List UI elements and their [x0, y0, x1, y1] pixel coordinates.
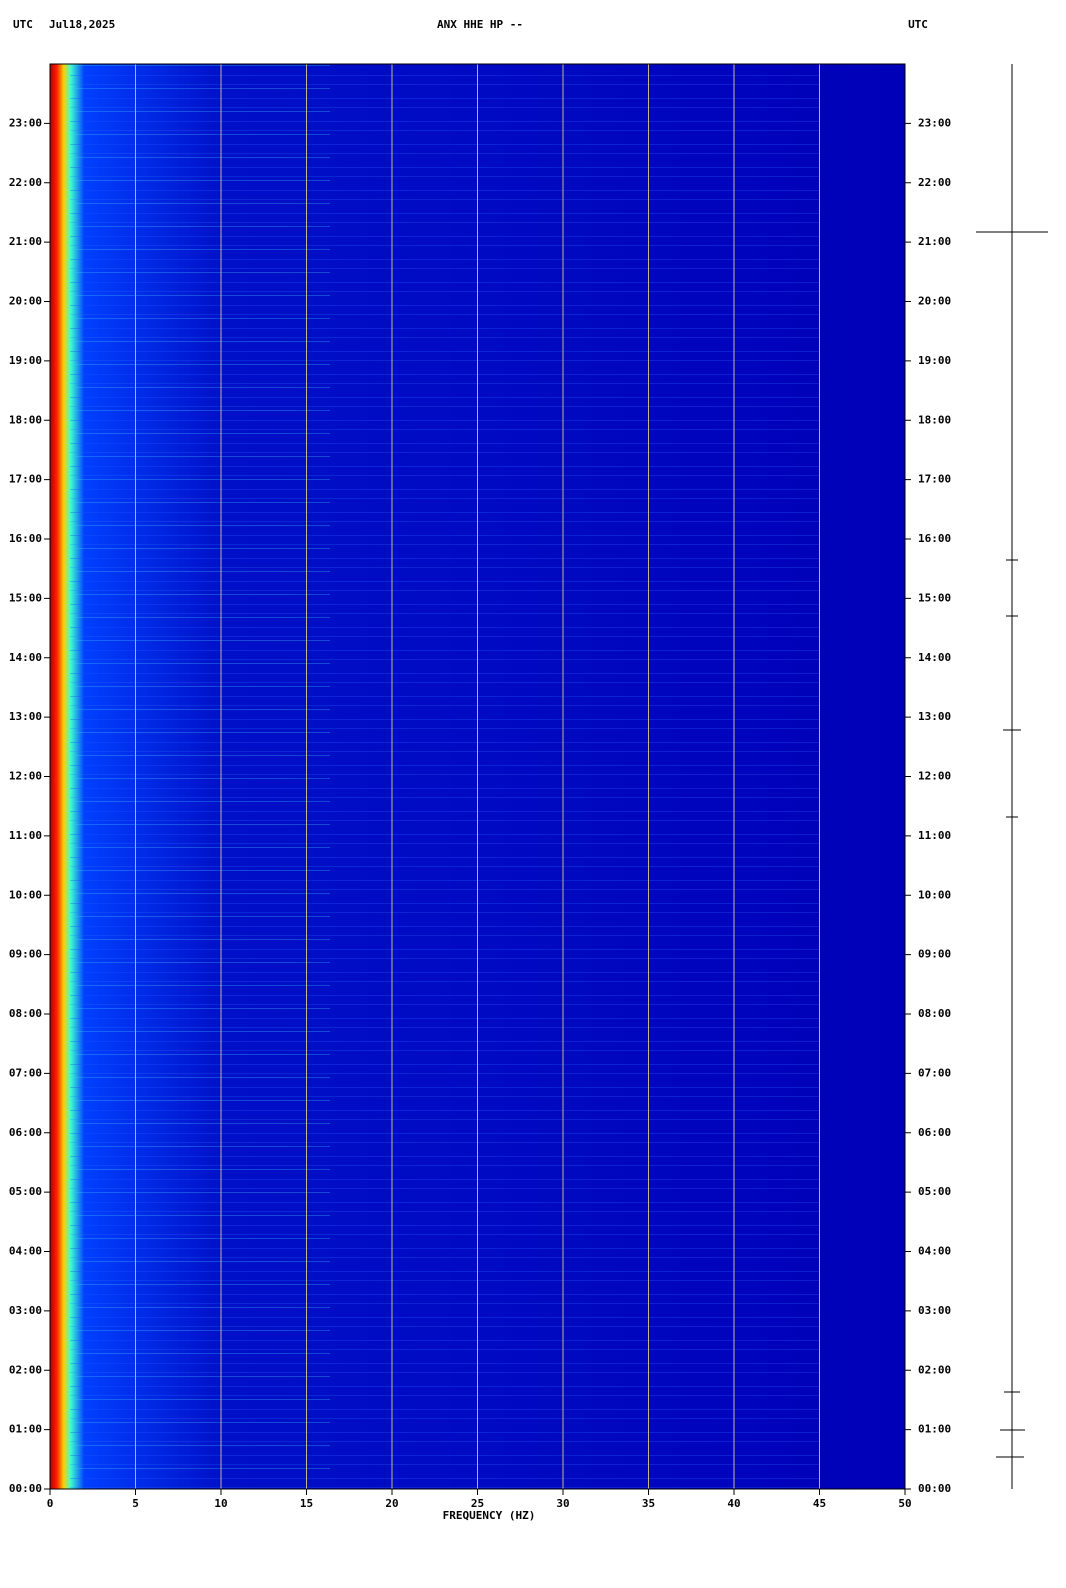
x-tick-label: 5: [132, 1497, 139, 1510]
y-tick-label: 23:00: [9, 116, 42, 129]
x-tick-label: 20: [385, 1497, 398, 1510]
y-tick-label: 00:00: [918, 1482, 951, 1495]
station-title: ANX HHE HP --: [437, 18, 523, 31]
y-tick-label: 02:00: [918, 1363, 951, 1376]
y-tick-label: 20:00: [9, 295, 42, 308]
y-tick-label: 05:00: [918, 1185, 951, 1198]
y-tick-label: 07:00: [9, 1066, 42, 1079]
y-tick-label: 10:00: [918, 888, 951, 901]
y-tick-label: 16:00: [9, 532, 42, 545]
y-tick-label: 08:00: [9, 1007, 42, 1020]
y-tick-label: 12:00: [9, 770, 42, 783]
y-tick-label: 19:00: [9, 354, 42, 367]
y-tick-label: 03:00: [9, 1304, 42, 1317]
x-tick-label: 45: [813, 1497, 826, 1510]
x-tick-label: 15: [300, 1497, 313, 1510]
y-tick-label: 14:00: [9, 651, 42, 664]
y-tick-label: 14:00: [918, 651, 951, 664]
y-tick-label: 19:00: [918, 354, 951, 367]
y-tick-label: 16:00: [918, 532, 951, 545]
right-zone: UTC: [908, 18, 928, 31]
y-tick-label: 04:00: [918, 1245, 951, 1258]
y-tick-label: 13:00: [9, 710, 42, 723]
x-tick-label: 40: [727, 1497, 740, 1510]
y-tick-label: 09:00: [9, 948, 42, 961]
plot-frame: [49, 63, 906, 1490]
y-tick-label: 06:00: [918, 1126, 951, 1139]
y-tick-label: 17:00: [9, 473, 42, 486]
y-tick-label: 03:00: [918, 1304, 951, 1317]
y-tick-label: 07:00: [918, 1066, 951, 1079]
left-zone: UTC: [13, 18, 33, 31]
x-tick-label: 30: [556, 1497, 569, 1510]
y-tick-label: 01:00: [918, 1423, 951, 1436]
y-tick-label: 22:00: [918, 176, 951, 189]
y-tick-label: 08:00: [918, 1007, 951, 1020]
y-tick-label: 15:00: [9, 591, 42, 604]
plot-area: [50, 64, 905, 1489]
y-tick-label: 06:00: [9, 1126, 42, 1139]
y-tick-label: 17:00: [918, 473, 951, 486]
x-axis-label: FREQUENCY (HZ): [443, 1509, 536, 1522]
x-tick-label: 25: [471, 1497, 484, 1510]
x-tick-label: 50: [898, 1497, 911, 1510]
x-tick-label: 10: [214, 1497, 227, 1510]
y-tick-label: 11:00: [918, 829, 951, 842]
y-tick-label: 12:00: [918, 770, 951, 783]
seismogram: [976, 64, 1048, 1489]
spectrogram-texture: [70, 64, 820, 1489]
y-tick-label: 15:00: [918, 591, 951, 604]
y-tick-label: 13:00: [918, 710, 951, 723]
x-tick-label: 35: [642, 1497, 655, 1510]
date: Jul18,2025: [49, 18, 115, 31]
y-tick-label: 10:00: [9, 888, 42, 901]
y-tick-label: 02:00: [9, 1363, 42, 1376]
y-tick-label: 21:00: [9, 235, 42, 248]
y-tick-label: 11:00: [9, 829, 42, 842]
y-tick-label: 22:00: [9, 176, 42, 189]
y-tick-label: 04:00: [9, 1245, 42, 1258]
y-tick-label: 23:00: [918, 116, 951, 129]
y-tick-label: 05:00: [9, 1185, 42, 1198]
y-tick-label: 09:00: [918, 948, 951, 961]
y-tick-label: 18:00: [9, 413, 42, 426]
y-tick-label: 21:00: [918, 235, 951, 248]
x-tick-label: 0: [47, 1497, 54, 1510]
y-tick-label: 18:00: [918, 413, 951, 426]
y-tick-label: 00:00: [9, 1482, 42, 1495]
y-tick-label: 20:00: [918, 295, 951, 308]
y-tick-label: 01:00: [9, 1423, 42, 1436]
